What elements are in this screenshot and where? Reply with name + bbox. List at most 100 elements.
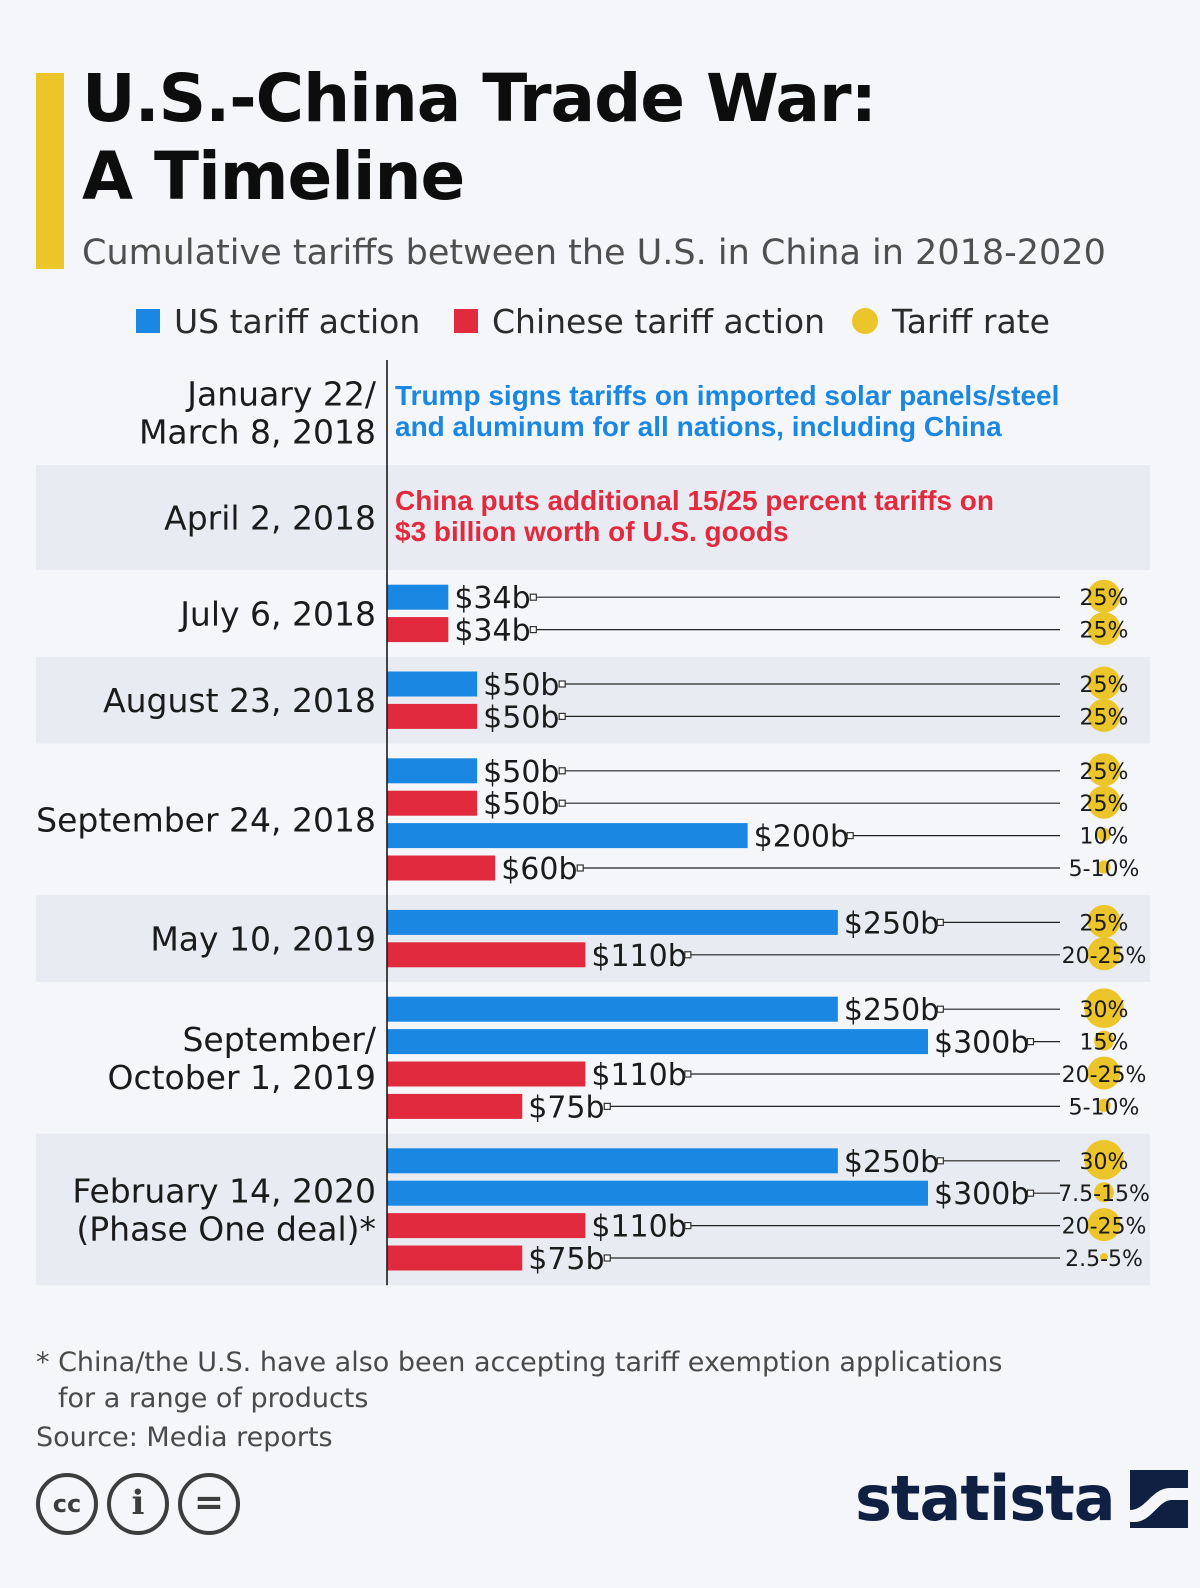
row-band-1: [36, 465, 1150, 570]
group-label-0-line-1: March 8, 2018: [139, 413, 376, 452]
value-label-4-2: $200b: [754, 820, 849, 855]
rate-bubble-6-0: [1084, 988, 1124, 1028]
group-label-5-line-0: May 10, 2019: [150, 920, 376, 959]
leader-marker-4-3: [576, 864, 584, 872]
rate-bubble-2-1: [1087, 612, 1121, 646]
leader-marker-6-2: [684, 1070, 692, 1078]
chart-legend: US tariff action Chinese tariff action T…: [0, 302, 1200, 346]
group-label-6-line-1: October 1, 2019: [107, 1058, 376, 1097]
rate-label-4-0: 25%: [1080, 760, 1129, 785]
rate-bubble-3-1: [1087, 698, 1121, 732]
bar-us-7-1: [387, 1180, 928, 1206]
leader-marker-5-1: [684, 951, 692, 959]
footnote-line-2: for a range of products: [58, 1383, 369, 1414]
footnote: * China/the U.S. have also been acceptin…: [36, 1345, 1002, 1417]
rate-bubble-6-3: [1097, 1098, 1111, 1112]
legend-item-rate: Tariff rate: [852, 302, 1050, 341]
rate-bubble-5-0: [1087, 904, 1121, 938]
rate-bubble-7-2: [1087, 1208, 1121, 1242]
note-china-1-line-1: $3 billion worth of U.S. goods: [395, 516, 789, 547]
value-label-7-2: $110b: [591, 1210, 686, 1245]
statista-wordmark: statista: [855, 1462, 1116, 1535]
bar-china-5-1: [387, 942, 586, 968]
footnote-line-1: * China/the U.S. have also been acceptin…: [36, 1347, 1003, 1378]
value-label-5-0: $250b: [844, 906, 939, 941]
bar-us-6-0: [387, 996, 838, 1022]
group-label-0-line-0: January 22/: [185, 375, 377, 414]
rate-label-2-0: 25%: [1080, 586, 1129, 611]
value-label-6-3: $75b: [528, 1090, 604, 1125]
rate-label-6-0: 30%: [1080, 998, 1129, 1023]
rate-label-2-1: 25%: [1080, 619, 1129, 644]
statista-logo[interactable]: statista: [855, 1462, 1188, 1542]
rate-label-4-2: 10%: [1080, 825, 1129, 850]
row-bands: [36, 465, 1150, 1286]
bar-china-6-3: [387, 1093, 523, 1119]
group-label-3-line-0: August 23, 2018: [103, 681, 376, 720]
bar-us-4-0: [387, 758, 478, 784]
value-label-7-1: $300b: [934, 1177, 1029, 1212]
title-accent-bar: [36, 73, 64, 269]
bar-us-6-1: [387, 1029, 928, 1055]
rate-bubble-6-1: [1094, 1030, 1114, 1051]
note-us-0-line-0: Trump signs tariffs on imported solar pa…: [395, 380, 1059, 411]
group-label-6-line-0: September/: [182, 1020, 376, 1059]
rate-label-5-1: 20-25%: [1062, 944, 1147, 969]
rate-label-7-3: 2.5-5%: [1065, 1247, 1143, 1272]
leader-marker-2-1: [529, 625, 537, 634]
rate-bubble-6-2: [1087, 1056, 1121, 1090]
legend-swatch-us: [136, 308, 160, 333]
leader-marker-3-0: [558, 680, 566, 688]
attribution-icon[interactable]: i: [107, 1473, 169, 1535]
rate-label-3-1: 25%: [1080, 705, 1129, 730]
rate-bubble-2-0: [1087, 579, 1121, 613]
legend-item-china: Chinese tariff action: [454, 302, 825, 341]
rate-label-5-0: 25%: [1080, 911, 1129, 936]
bar-us-2-0: [387, 584, 449, 610]
leader-marker-5-0: [936, 918, 944, 927]
rate-bubble-5-1: [1087, 937, 1121, 971]
leader-marker-6-3: [603, 1102, 611, 1111]
value-label-5-1: $110b: [591, 939, 686, 974]
leader-marker-2-0: [529, 593, 537, 601]
note-us-0-line-1: and aluminum for all nations, including …: [395, 411, 1002, 442]
rate-bubble-7-0: [1084, 1140, 1124, 1180]
leader-marker-4-0: [558, 767, 566, 775]
rate-bubble-7-1: [1094, 1182, 1114, 1203]
bar-china-4-3: [387, 855, 496, 881]
legend-swatch-china: [454, 308, 478, 333]
bar-us-3-0: [387, 671, 478, 697]
bar-china-2-1: [387, 617, 449, 643]
value-label-3-1: $50b: [483, 700, 559, 735]
no-derivatives-icon[interactable]: =: [178, 1473, 240, 1535]
chart-title-line-1: U.S.-China Trade War:: [82, 60, 877, 137]
rate-label-6-3: 5-10%: [1069, 1095, 1140, 1120]
value-label-7-3: $75b: [528, 1242, 604, 1277]
value-label-4-1: $50b: [483, 787, 559, 822]
bar-us-5-0: [387, 909, 838, 935]
leader-marker-7-1: [1026, 1189, 1035, 1197]
chart-subtitle: Cumulative tariffs between the U.S. in C…: [82, 233, 1106, 273]
value-label-6-2: $110b: [591, 1058, 686, 1093]
group-label-1-line-0: April 2, 2018: [164, 499, 376, 538]
rate-label-4-1: 25%: [1080, 792, 1129, 817]
row-band-3: [36, 656, 1150, 744]
value-label-3-0: $50b: [483, 668, 559, 703]
value-label-2-0: $34b: [454, 581, 530, 616]
legend-item-us: US tariff action: [136, 302, 420, 341]
bar-china-7-3: [387, 1245, 523, 1271]
bar-china-7-2: [387, 1213, 586, 1239]
rate-bubble-3-0: [1087, 666, 1121, 700]
rate-bubble-4-1: [1087, 785, 1121, 819]
rate-label-7-2: 20-25%: [1062, 1215, 1147, 1240]
value-label-6-0: $250b: [844, 993, 939, 1028]
note-china-1-line-0: China puts additional 15/25 percent tari…: [395, 485, 994, 516]
rate-label-6-1: 15%: [1080, 1031, 1129, 1056]
bar-china-3-1: [387, 703, 478, 729]
group-label-4-line-0: September 24, 2018: [36, 800, 376, 839]
source-note: Source: Media reports: [36, 1422, 333, 1453]
leader-marker-6-0: [936, 1005, 944, 1013]
value-label-2-1: $34b: [454, 614, 530, 649]
cc-icon[interactable]: cc: [36, 1473, 98, 1535]
